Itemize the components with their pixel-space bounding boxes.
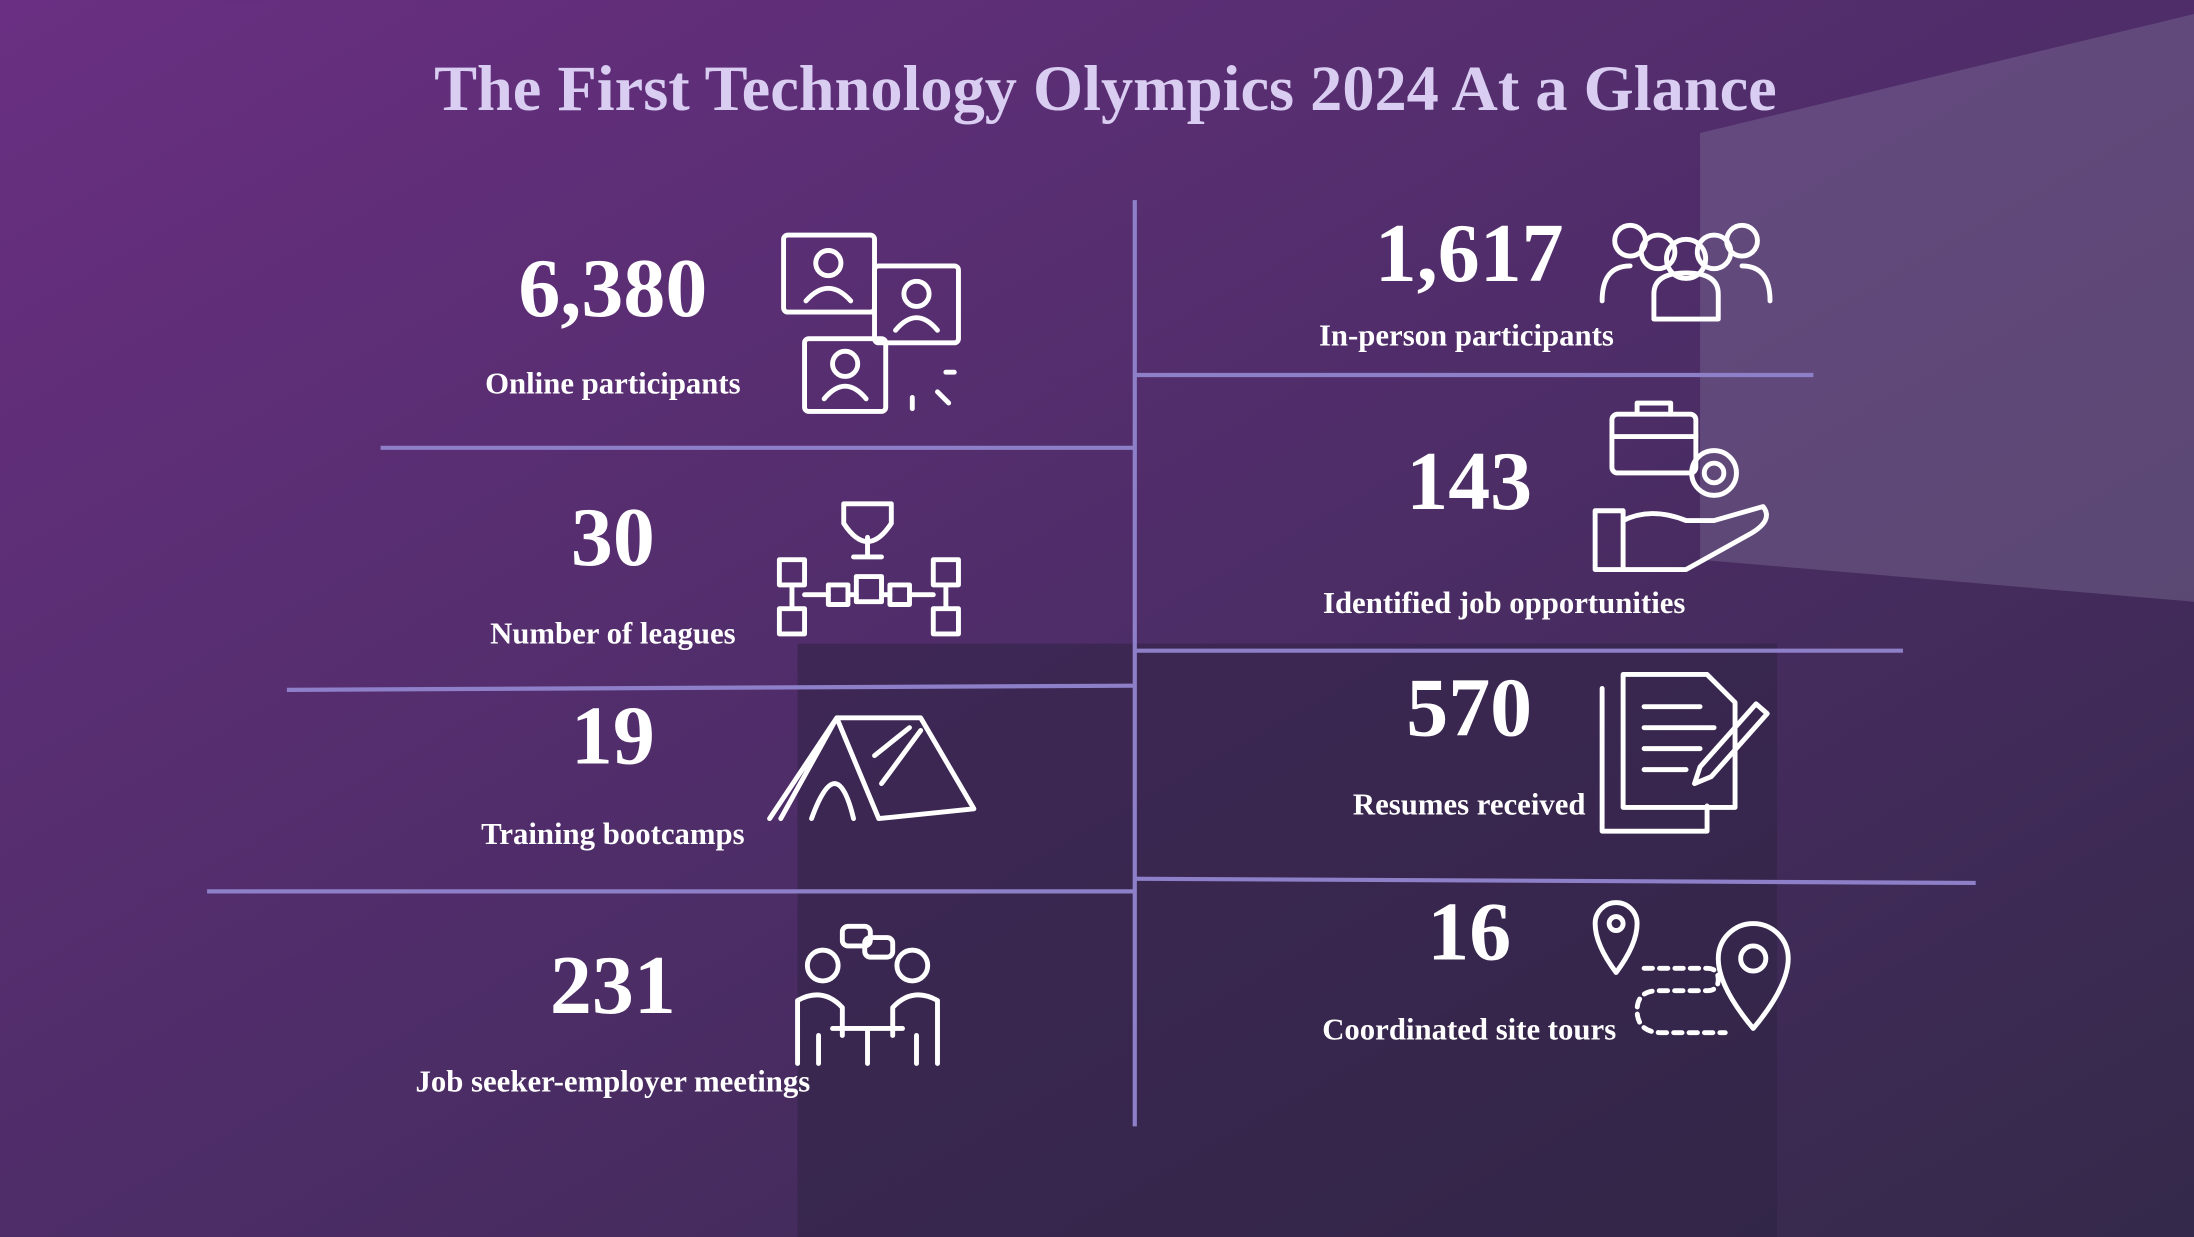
icon-group [1599,222,1773,322]
stat-value: 16 [1427,886,1511,979]
icon-tours [1592,900,1791,1036]
dividers [207,200,1976,1127]
stat-value: 6,380 [518,242,707,335]
stats: 6,380 Online participants 30 Number of leag… [415,207,1685,1099]
stat-value: 143 [1406,435,1532,528]
icon-resumes [1599,672,1770,834]
stat-value: 1,617 [1375,207,1564,300]
stat-label: Job seeker-employer meetings [415,1065,810,1099]
stat-value: 231 [550,939,676,1032]
icon-jobs [1592,400,1769,572]
stat-label: In-person participants [1319,319,1614,353]
stat-label: Online participants [485,366,741,400]
screen-backdrop [1700,14,2194,602]
stat-value: 570 [1406,662,1532,755]
stat-label: Number of leagues [490,617,736,651]
stat-label: Training bootcamps [481,817,745,851]
stat-value: 30 [571,491,655,584]
title: The First Technology Olympics 2024 At a … [434,53,1777,124]
icon-meeting [795,923,940,1066]
stat-label: Identified job opportunities [1323,586,1685,620]
stat-value: 19 [571,690,655,783]
icon-online [781,232,961,414]
stat-label: Resumes received [1353,787,1586,821]
icon-tent [767,715,977,822]
stat-label: Coordinated site tours [1322,1013,1616,1047]
stage [797,643,1778,1237]
icon-leagues [776,501,961,637]
